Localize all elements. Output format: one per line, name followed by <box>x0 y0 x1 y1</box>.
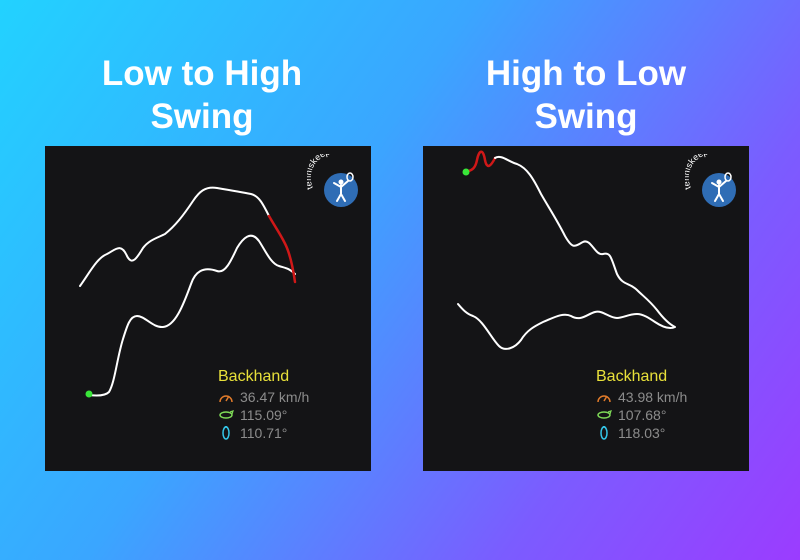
stroke-type-label: Backhand <box>218 368 290 385</box>
swing-trajectory-plot <box>79 186 297 398</box>
vertical-angle-row: 110.71° <box>218 424 368 442</box>
horizontal-rotation-icon <box>596 408 614 422</box>
horizontal-rotation-icon <box>218 408 236 422</box>
speed-row: 43.98 km/h <box>596 388 746 406</box>
swing-path-lower <box>88 234 296 397</box>
impact-segment <box>267 214 297 284</box>
vertical-rotation-icon <box>218 426 236 440</box>
title-low-to-high: Low to High Swing <box>39 52 365 138</box>
horizontal-angle-value: 115.09° <box>240 407 288 423</box>
swing-panel-low-to-high: tenniskeeper Backhand 36.47 km/h 115.09° <box>45 146 371 471</box>
horizontal-angle-row: 107.68° <box>596 406 746 424</box>
vertical-angle-value: 118.03° <box>618 425 666 441</box>
speedometer-icon <box>596 390 614 404</box>
title-line-2: Swing <box>150 97 254 136</box>
speed-row: 36.47 km/h <box>218 388 368 406</box>
title-line-1: High to Low <box>485 54 687 93</box>
vertical-angle-row: 118.03° <box>596 424 746 442</box>
title-line-2: Swing <box>534 97 638 136</box>
swing-stats: Backhand 43.98 km/h 107.68° 118.03° <box>596 367 746 442</box>
swing-stats: Backhand 36.47 km/h 115.09° 110.71° <box>218 367 368 442</box>
horizontal-angle-value: 107.68° <box>618 407 667 423</box>
speed-value: 43.98 km/h <box>618 389 688 405</box>
speed-value: 36.47 km/h <box>240 389 310 405</box>
tenniskeeper-logo: tenniskeeper <box>681 146 741 210</box>
swing-path-upper <box>79 186 270 287</box>
horizontal-angle-row: 115.09° <box>218 406 368 424</box>
swing-start-dot <box>85 390 93 398</box>
impact-segment <box>464 150 497 174</box>
tenniskeeper-logo: tenniskeeper <box>303 146 363 210</box>
swing-panel-high-to-low: tenniskeeper Backhand 43.98 km/h 107.68° <box>423 146 749 471</box>
title-high-to-low: High to Low Swing <box>423 52 749 138</box>
stroke-type-label: Backhand <box>596 368 668 385</box>
vertical-angle-value: 110.71° <box>240 425 288 441</box>
speedometer-icon <box>218 390 236 404</box>
swing-start-dot <box>462 168 470 176</box>
swing-path-main <box>457 155 676 350</box>
vertical-rotation-icon <box>596 426 614 440</box>
swing-trajectory-plot <box>457 150 676 350</box>
title-line-1: Low to High <box>101 54 303 93</box>
